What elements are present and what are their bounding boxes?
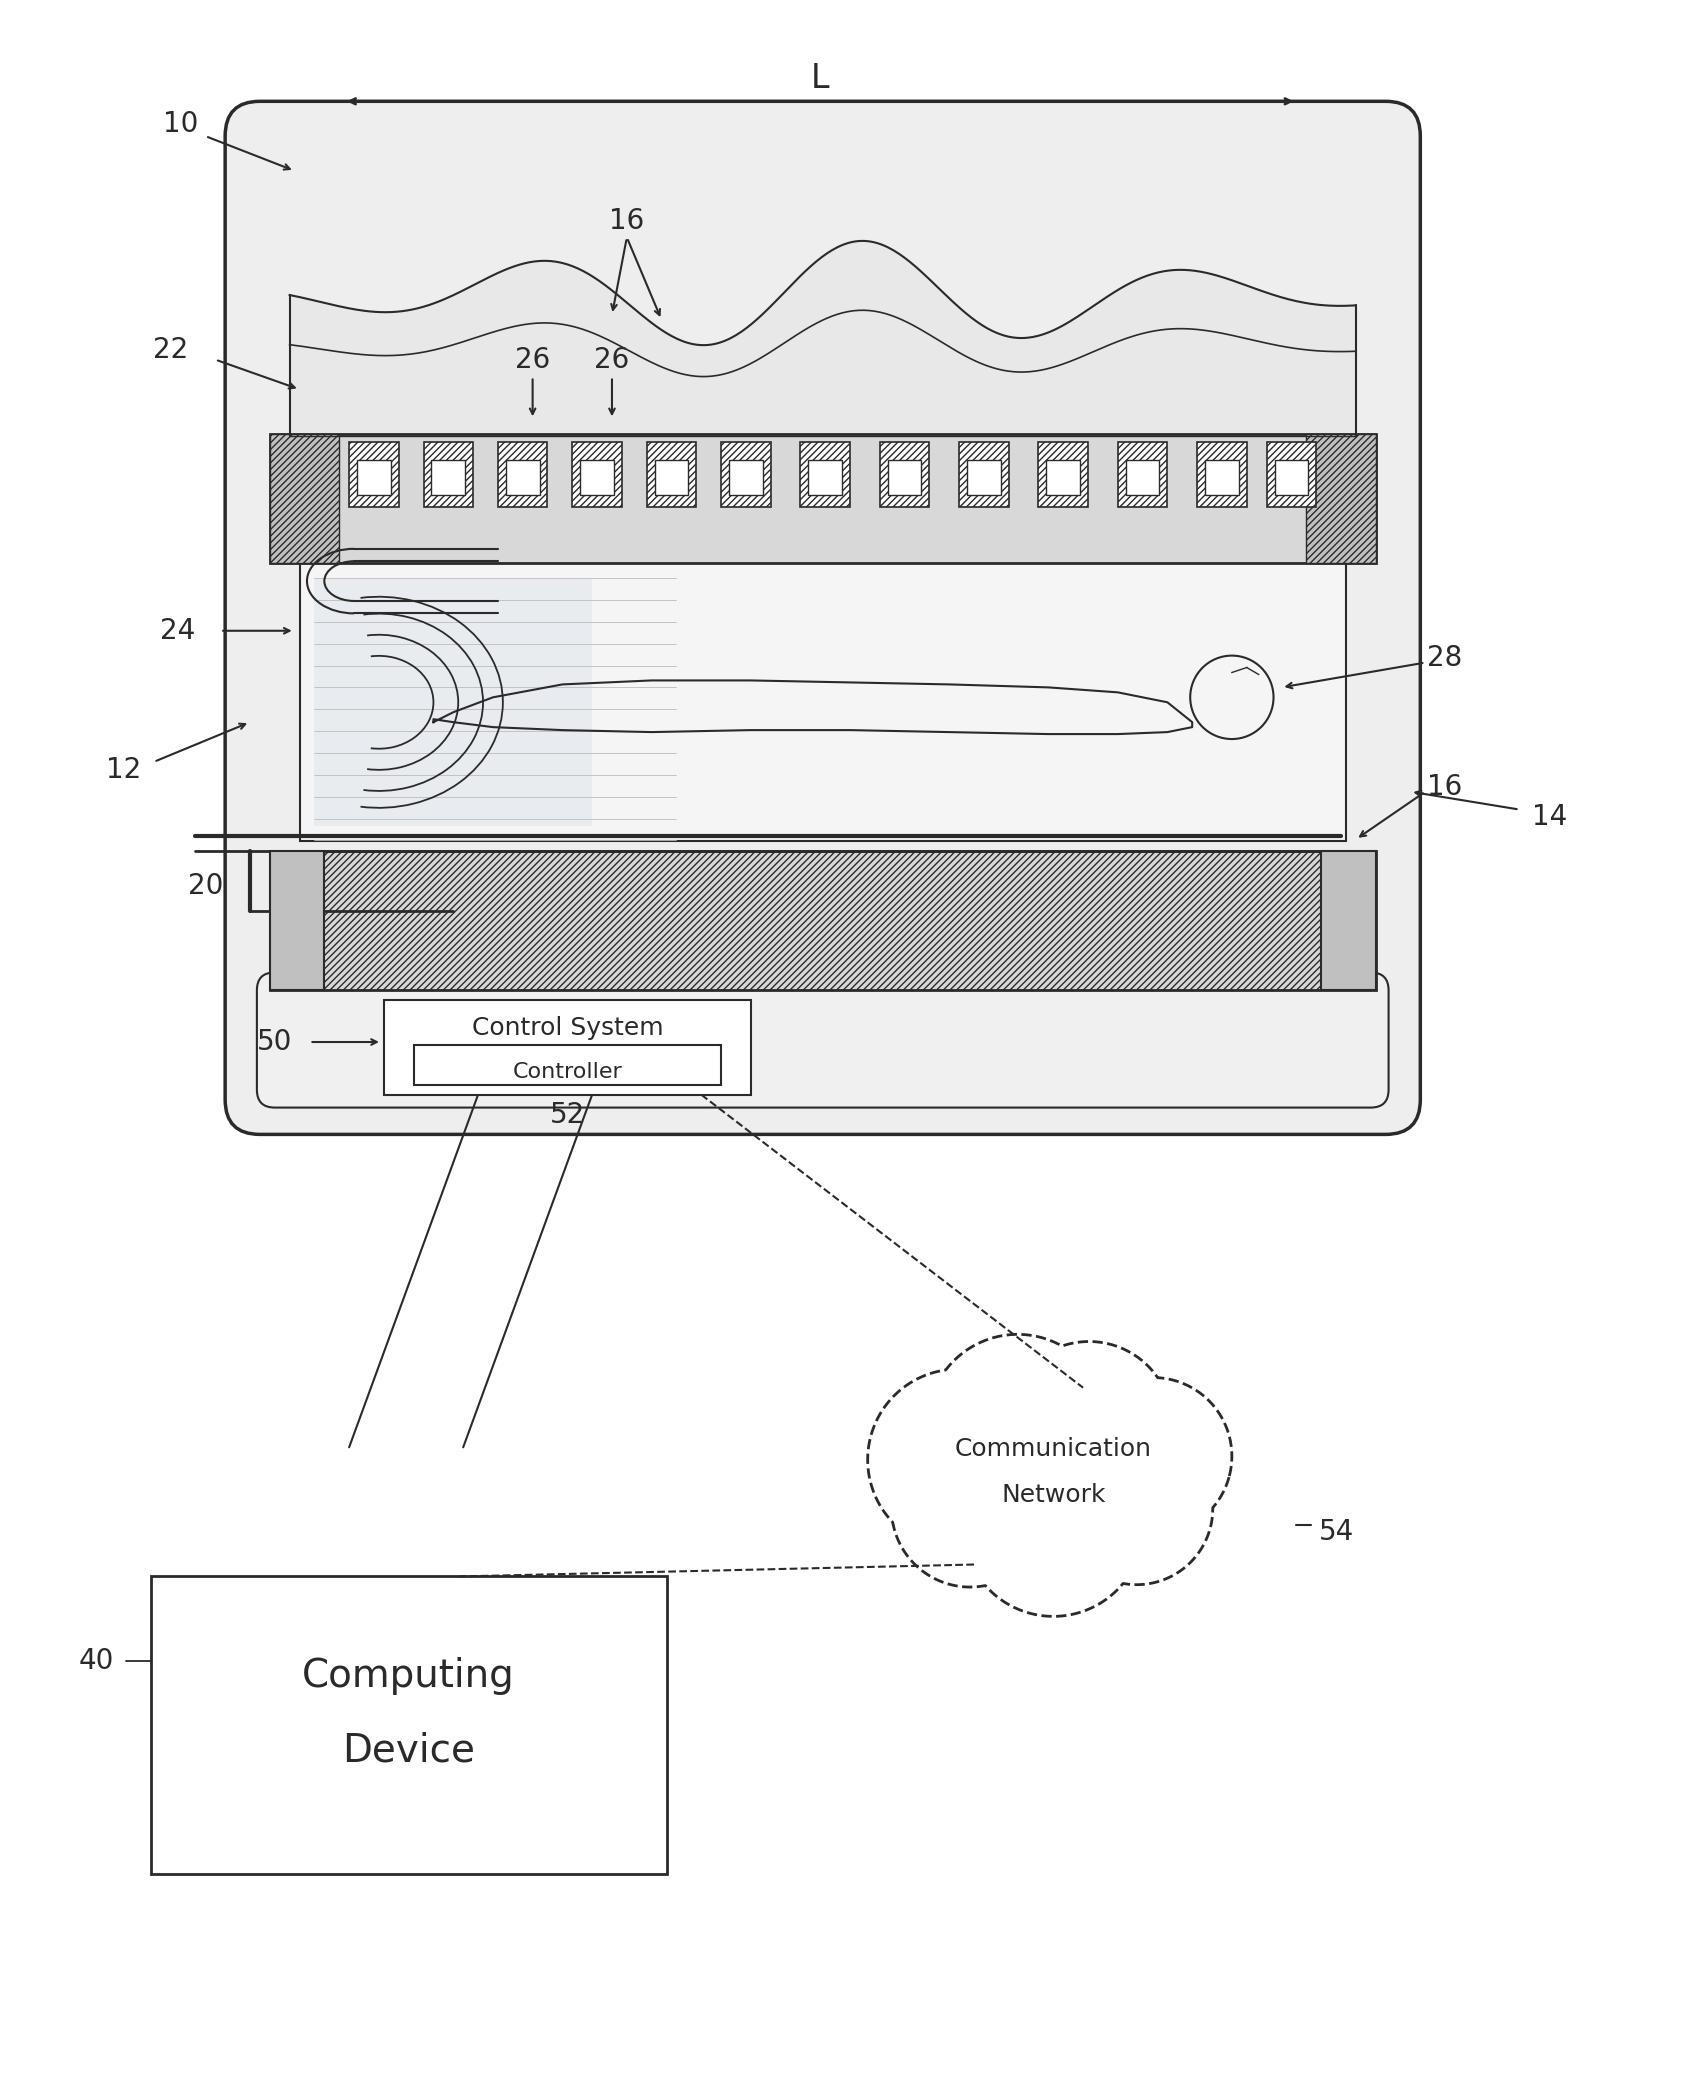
Bar — [383, 1001, 751, 1095]
Ellipse shape — [834, 1314, 1272, 1642]
Text: 14: 14 — [1531, 802, 1567, 831]
Bar — [1206, 460, 1238, 495]
Bar — [880, 443, 930, 508]
Bar — [506, 460, 540, 495]
Bar — [1306, 435, 1376, 564]
Bar — [654, 460, 688, 495]
Bar — [431, 460, 465, 495]
Text: L: L — [811, 63, 829, 94]
Bar — [967, 460, 1001, 495]
Text: Controller: Controller — [513, 1061, 622, 1082]
Text: 54: 54 — [1318, 1519, 1354, 1546]
Bar — [414, 1044, 720, 1084]
Bar — [358, 460, 390, 495]
FancyBboxPatch shape — [225, 100, 1420, 1134]
Text: 50: 50 — [257, 1028, 293, 1057]
Bar — [497, 443, 547, 508]
Text: 16: 16 — [610, 207, 644, 234]
Text: Computing: Computing — [301, 1657, 514, 1694]
Text: 40: 40 — [78, 1646, 114, 1675]
Text: Device: Device — [342, 1732, 475, 1769]
Bar — [1039, 443, 1088, 508]
Text: 12: 12 — [106, 756, 141, 783]
Bar — [424, 443, 473, 508]
Text: 26: 26 — [514, 345, 550, 374]
Bar — [315, 579, 593, 827]
Bar — [1117, 443, 1167, 508]
Bar — [581, 460, 615, 495]
Text: Control System: Control System — [472, 1015, 662, 1040]
Text: 52: 52 — [550, 1101, 584, 1128]
Bar — [1126, 460, 1160, 495]
Text: 24: 24 — [160, 616, 196, 646]
Bar — [1046, 460, 1080, 495]
Text: Network: Network — [1001, 1483, 1105, 1506]
Text: Communication: Communication — [955, 1437, 1151, 1462]
Bar — [349, 443, 399, 508]
Bar — [1267, 443, 1316, 508]
Bar — [269, 852, 1376, 990]
Text: 28: 28 — [1427, 643, 1463, 671]
Bar — [800, 443, 850, 508]
Bar — [300, 564, 1345, 842]
Bar — [269, 435, 339, 564]
Bar — [269, 852, 1376, 990]
Bar — [729, 460, 763, 495]
Text: 10: 10 — [163, 111, 198, 138]
Text: 26: 26 — [594, 345, 630, 374]
Bar — [572, 443, 622, 508]
Bar — [809, 460, 841, 495]
Bar — [720, 443, 771, 508]
Bar — [152, 1577, 666, 1874]
FancyBboxPatch shape — [257, 973, 1388, 1107]
Bar — [887, 460, 921, 495]
Text: 16: 16 — [1427, 773, 1463, 800]
Bar — [959, 443, 1008, 508]
Bar — [647, 443, 697, 508]
Text: 20: 20 — [187, 871, 223, 900]
Bar — [1322, 852, 1376, 990]
Bar — [1197, 443, 1247, 508]
Bar — [1274, 460, 1308, 495]
Text: 22: 22 — [153, 336, 189, 363]
Bar — [269, 435, 1376, 564]
Bar — [269, 852, 324, 990]
